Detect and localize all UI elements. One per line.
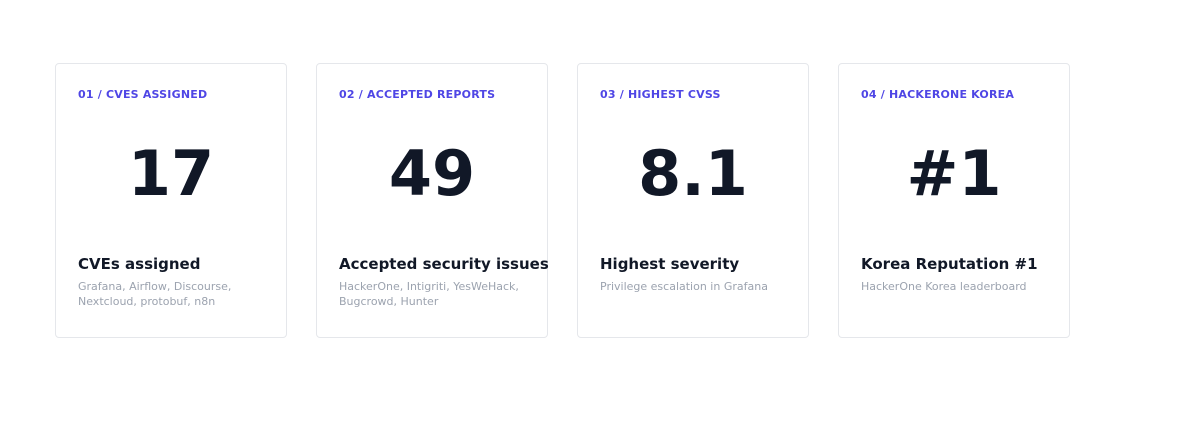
stat-description: Grafana, Airflow, Discourse, Nextcloud, …	[78, 280, 232, 308]
stat-title: Accepted security issues	[339, 255, 549, 273]
stats-row: 01 / CVES ASSIGNED 17 CVEs assigned Graf…	[55, 63, 1070, 338]
stat-value: 17	[127, 137, 215, 210]
stat-description: HackerOne Korea leaderboard	[861, 280, 1027, 293]
stat-title: Highest severity	[600, 255, 740, 273]
stat-value: 49	[388, 137, 476, 210]
stat-title: Korea Reputation #1	[861, 255, 1038, 273]
stat-card-reports: 02 / ACCEPTED REPORTS 49 Accepted securi…	[316, 63, 549, 338]
stat-label: 01 / CVES ASSIGNED	[78, 88, 208, 101]
stat-value: #1	[906, 137, 1002, 210]
stat-value: 8.1	[638, 137, 748, 210]
stat-title: CVEs assigned	[78, 255, 201, 273]
stat-description: Privilege escalation in Grafana	[600, 280, 768, 293]
stat-card-cves: 01 / CVES ASSIGNED 17 CVEs assigned Graf…	[55, 63, 287, 338]
stat-description: HackerOne, Intigriti, YesWeHack, Bugcrow…	[339, 280, 519, 308]
stat-card-cvss: 03 / HIGHEST CVSS 8.1 Highest severity P…	[577, 63, 809, 338]
stat-label: 03 / HIGHEST CVSS	[600, 88, 721, 101]
stat-label: 04 / HACKERONE KOREA	[861, 88, 1015, 101]
stat-card-hackerone-korea: 04 / HACKERONE KOREA #1 Korea Reputation…	[838, 63, 1070, 338]
stat-label: 02 / ACCEPTED REPORTS	[339, 88, 496, 101]
